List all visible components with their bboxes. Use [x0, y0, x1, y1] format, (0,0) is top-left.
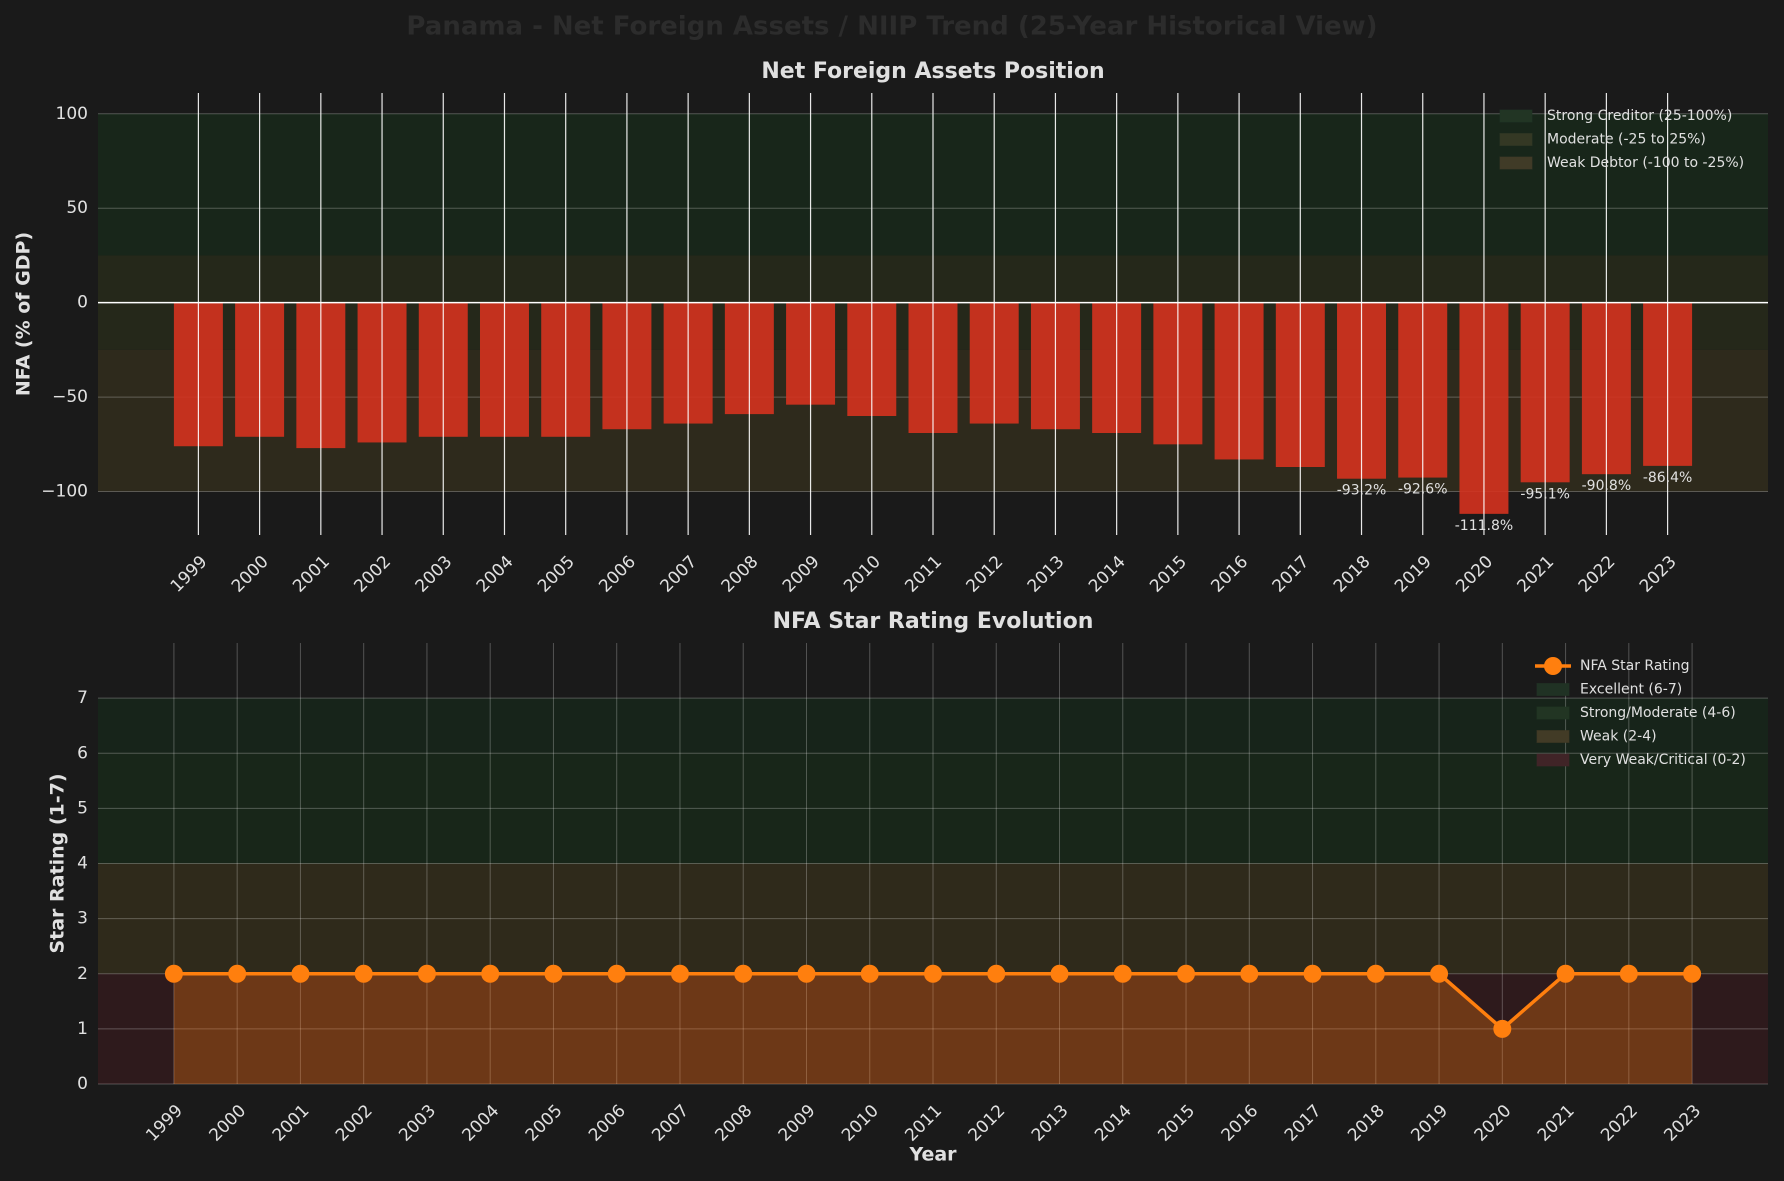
marker [1240, 964, 1259, 983]
y-tick-label: 1 [77, 1019, 88, 1039]
legend-swatch [1536, 730, 1570, 743]
legend-label: Weak (2-4) [1580, 729, 1657, 745]
legend-label: NFA Star Rating [1580, 658, 1690, 674]
chart-title: NFA Star Rating Evolution [773, 609, 1094, 634]
y-tick-label: 2 [77, 964, 88, 984]
marker [1619, 964, 1638, 983]
y-tick-label: 100 [56, 104, 88, 124]
marker [228, 964, 247, 983]
marker [734, 964, 753, 983]
y-tick-label: 4 [77, 854, 88, 874]
marker [1113, 964, 1132, 983]
y-tick-label: −100 [41, 482, 88, 502]
y-axis-label: Star Rating (1-7) [47, 773, 69, 953]
x-axis-label: Year [908, 1144, 957, 1166]
y-tick-label: 5 [77, 798, 88, 818]
band [98, 698, 1768, 754]
legend-swatch [1536, 753, 1570, 767]
figure-title: Panama - Net Foreign Assets / NIIP Trend… [406, 12, 1377, 42]
value-label: -92.6% [1398, 482, 1448, 498]
y-tick-label: 7 [77, 688, 88, 708]
marker [1556, 964, 1575, 983]
y-tick-label: 0 [77, 1074, 88, 1094]
legend-label: Strong/Moderate (4-6) [1580, 705, 1736, 721]
marker [544, 964, 563, 983]
marker [987, 964, 1006, 983]
marker [354, 964, 373, 983]
legend-swatch [1499, 109, 1533, 123]
legend-marker [1544, 657, 1562, 675]
chart-title: Net Foreign Assets Position [761, 59, 1104, 84]
y-axis-label: NFA (% of GDP) [13, 232, 35, 396]
y-tick-label: 6 [77, 743, 88, 763]
marker [1177, 964, 1196, 983]
marker [1050, 964, 1069, 983]
marker [670, 964, 689, 983]
value-label: -86.4% [1643, 470, 1693, 486]
value-label: -90.8% [1582, 478, 1632, 494]
area [173, 973, 1693, 1084]
marker [481, 964, 500, 983]
y-tick-label: 0 [77, 293, 88, 313]
marker [860, 964, 879, 983]
legend-label: Moderate (-25 to 25%) [1547, 132, 1706, 148]
legend-swatch [1536, 706, 1570, 720]
legend-label: Weak Debtor (-100 to -25%) [1547, 155, 1744, 171]
band [98, 753, 1768, 864]
marker [1303, 964, 1322, 983]
y-tick-label: 50 [66, 198, 88, 218]
value-label: -111.8% [1455, 518, 1513, 534]
legend-label: Strong Creditor (25-100%) [1547, 108, 1732, 124]
marker [1683, 964, 1702, 983]
legend-swatch [1499, 133, 1533, 146]
marker [1366, 964, 1385, 983]
legend-swatch [1536, 683, 1570, 696]
marker [797, 964, 816, 983]
marker [1430, 964, 1449, 983]
value-label: -93.2% [1337, 483, 1387, 499]
y-tick-label: 3 [77, 909, 88, 929]
marker [291, 964, 310, 983]
marker [924, 964, 942, 983]
legend-label: Very Weak/Critical (0-2) [1580, 752, 1746, 768]
marker [1493, 1019, 1512, 1038]
y-tick-label: −50 [52, 387, 88, 407]
marker [417, 964, 436, 983]
legend-swatch [1499, 156, 1533, 170]
band [98, 973, 1768, 1084]
marker [607, 964, 626, 983]
legend-label: Excellent (6-7) [1580, 682, 1682, 698]
marker [164, 964, 183, 983]
band [98, 863, 1768, 974]
value-label: -95.1% [1520, 486, 1570, 502]
